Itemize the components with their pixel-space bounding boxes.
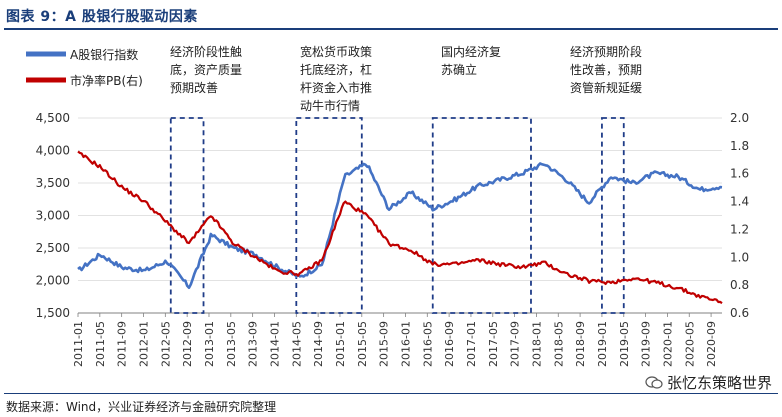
watermark: 张忆东策略世界	[645, 372, 772, 393]
legend-label: A股银行指数	[70, 47, 138, 62]
x-tick-label: 2013-05	[225, 321, 238, 367]
x-tick-label: 2016-01	[399, 321, 412, 367]
left-tick-label: 2,000	[36, 274, 70, 288]
annotation-text: 托底经济，杠	[300, 62, 372, 77]
right-tick-label: 1.4	[730, 195, 749, 209]
title-rule	[4, 28, 778, 30]
chart-axes: 1,500 2,000 2,500 3,000 3,500 4,000 4,500 0.6 0.…	[36, 111, 749, 367]
annotation-text: 预期改善	[170, 80, 218, 95]
left-tick-label: 3,000	[36, 209, 70, 223]
x-tick-label: 2017-01	[465, 321, 478, 367]
x-tick-label: 2019-05	[618, 321, 631, 367]
right-tick-label: 1.6	[730, 167, 749, 181]
left-tick-label: 1,500	[36, 306, 70, 320]
x-tick-label: 2012-01	[137, 321, 150, 367]
annotation-text: 资管新规延缓	[570, 80, 642, 95]
x-tick-label: 2011-01	[72, 321, 85, 367]
series-line-pb	[77, 150, 723, 305]
right-tick-label: 2.0	[730, 111, 749, 125]
x-tick-label: 2020-09	[705, 321, 718, 367]
x-tick-label: 2016-05	[421, 321, 434, 367]
figure-title: 图表 9：A 股银行股驱动因素	[6, 9, 198, 25]
series-line-bank-index	[77, 162, 723, 290]
right-tick-label: 0.6	[730, 306, 749, 320]
x-tick-label: 2011-09	[116, 321, 129, 367]
x-tick-label: 2015-01	[334, 321, 347, 367]
annotation-text: 宽松货币政策	[300, 44, 372, 59]
source-rule	[4, 393, 778, 394]
shaded-period-box	[431, 117, 532, 314]
annotation-text: 经济预期阶段	[570, 44, 642, 59]
x-tick-label: 2014-09	[312, 321, 325, 367]
right-tick-label: 1.8	[730, 139, 749, 153]
chart-series	[77, 150, 723, 305]
x-tick-label: 2015-05	[356, 321, 369, 367]
right-tick-label: 1.2	[730, 222, 749, 236]
annotation-text: 动牛市行情	[300, 98, 360, 113]
x-tick-label: 2018-05	[552, 321, 565, 367]
left-tick-label: 4,500	[36, 111, 70, 125]
x-tick-label: 2019-01	[596, 321, 609, 367]
x-tick-label: 2014-05	[290, 321, 303, 367]
shaded-period-box	[601, 117, 625, 314]
annotation-text: 经济阶段性触	[170, 44, 242, 59]
x-tick-label: 2012-05	[159, 321, 172, 367]
wechat-icon	[645, 375, 663, 389]
watermark-text: 张忆东策略世界	[666, 374, 772, 392]
legend-label: 市净率PB(右)	[70, 73, 143, 88]
x-tick-label: 2020-05	[683, 321, 696, 367]
right-tick-label: 1.0	[730, 250, 749, 264]
shaded-period-box	[169, 117, 205, 314]
x-tick-label: 2012-09	[181, 321, 194, 367]
x-tick-label: 2018-01	[530, 321, 543, 367]
left-tick-label: 2,500	[36, 241, 70, 255]
x-tick-label: 2015-09	[378, 321, 391, 367]
x-tick-label: 2014-01	[268, 321, 281, 367]
x-tick-label: 2011-05	[94, 321, 107, 367]
figure-source: 数据来源：Wind，兴业证券经济与金融研究院整理	[6, 400, 277, 414]
annotation-text: 杆资金入市推	[300, 80, 372, 95]
x-tick-label: 2016-09	[443, 321, 456, 367]
annotation-text: 国内经济复	[441, 44, 501, 59]
x-tick-label: 2018-09	[574, 321, 587, 367]
chart: 1,500 2,000 2,500 3,000 3,500 4,000 4,500 0.6 0.…	[26, 44, 749, 367]
annotation-text: 性改善，预期	[570, 62, 642, 77]
annotation-text: 底，资产质量	[170, 62, 242, 77]
shaded-period-box	[295, 117, 363, 314]
x-tick-label: 2020-01	[661, 321, 674, 367]
x-tick-label: 2013-09	[247, 321, 260, 367]
x-tick-label: 2017-09	[509, 321, 522, 367]
right-tick-label: 0.8	[730, 278, 749, 292]
x-tick-label: 2017-05	[487, 321, 500, 367]
x-tick-label: 2013-01	[203, 321, 216, 367]
x-tick-label: 2019-09	[640, 321, 653, 367]
chart-shaded-periods	[169, 117, 625, 314]
left-tick-label: 3,500	[36, 176, 70, 190]
left-tick-label: 4,000	[36, 144, 70, 158]
annotation-text: 苏确立	[441, 62, 477, 77]
